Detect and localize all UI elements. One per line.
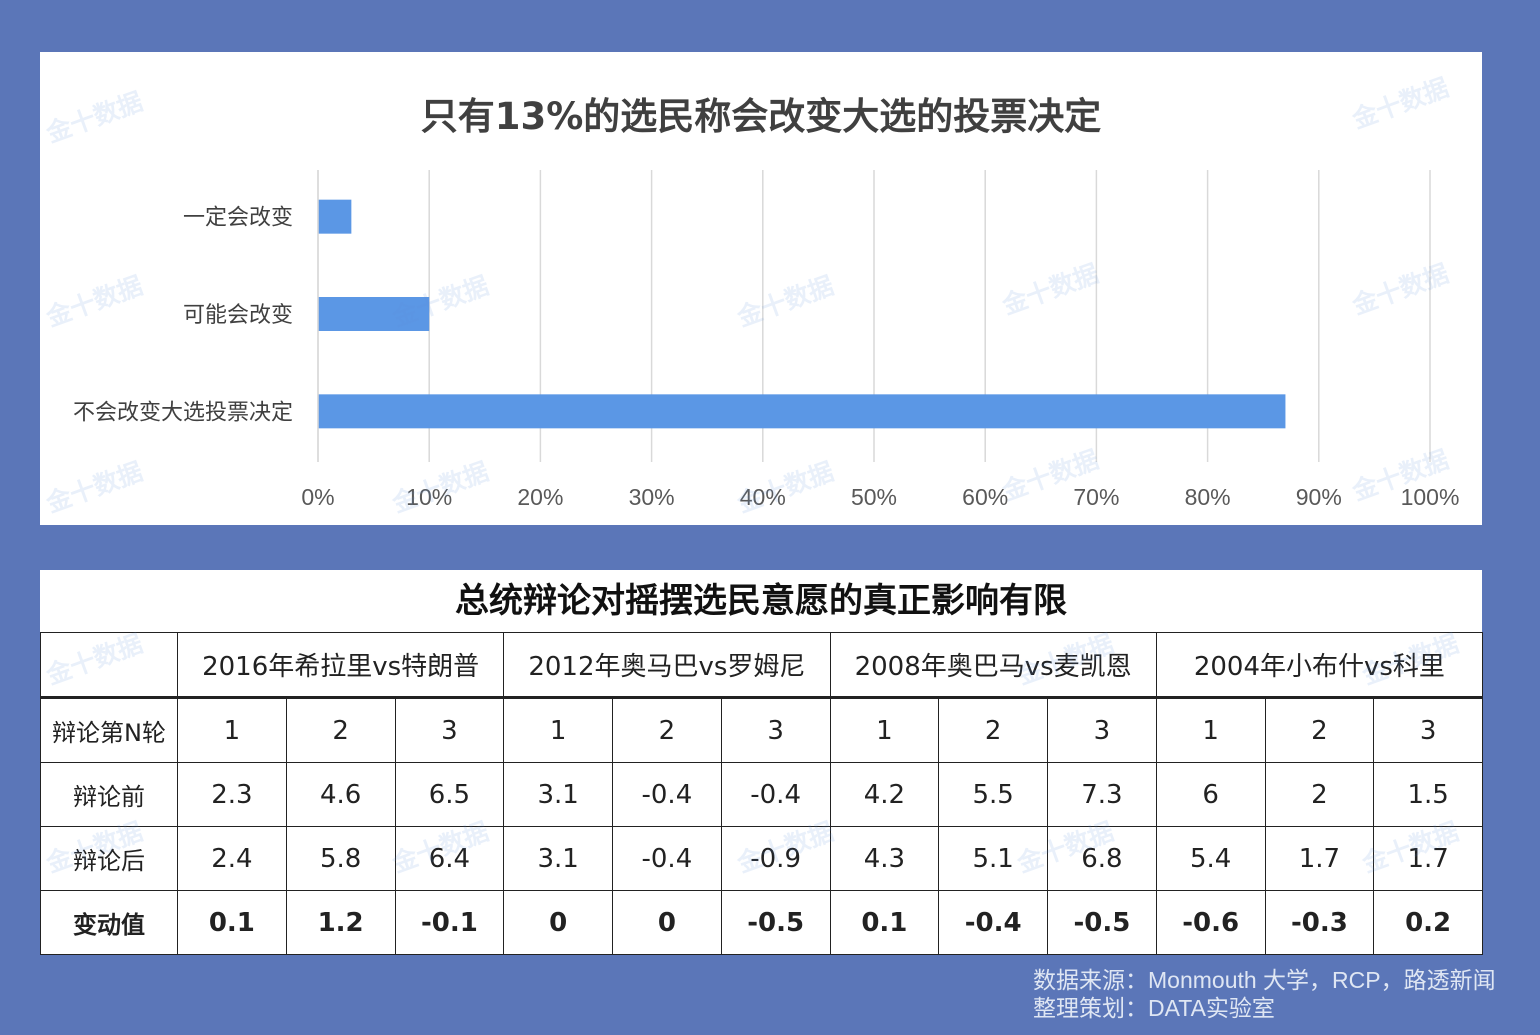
table-cell: -0.5	[1047, 890, 1157, 955]
category-label: 可能会改变	[183, 303, 293, 328]
x-tick-label: 0%	[301, 484, 334, 510]
table-cell: 2.3	[177, 762, 287, 827]
x-tick-label: 100%	[1401, 484, 1460, 510]
table-cell: -0.4	[938, 890, 1048, 955]
row-label: 辩论后	[40, 826, 178, 891]
table-cell: -0.6	[1155, 890, 1266, 955]
x-tick-label: 50%	[851, 484, 897, 510]
table-cell: -0.4	[720, 762, 831, 827]
table-cell: 2	[938, 697, 1048, 763]
table-cell: 5.5	[938, 762, 1048, 827]
table-cell: -0.5	[720, 890, 831, 955]
bar-chart: 0% 10% 20% 30% 40% 50% 60% 70% 80% 90% 100% 一定会改变可能…	[73, 170, 1460, 510]
table-cell: 6.8	[1047, 826, 1157, 891]
table-cell: 1.7	[1264, 826, 1375, 891]
table-cell: 5.1	[938, 826, 1048, 891]
group-header-2004: 2004年小布什vs科里	[1155, 632, 1484, 699]
table-cell: 1.2	[285, 890, 396, 955]
bar	[318, 394, 1286, 429]
table-row: 辩论前 2.3 4.6 6.5 3.1 -0.4 -0.4 4.2 5.5 7.3 6 2 1.5	[40, 762, 1484, 827]
chart-panel	[40, 52, 1482, 525]
x-tick-label: 60%	[962, 484, 1008, 510]
table-cell: 4.6	[285, 762, 396, 827]
table-cell: 3	[1373, 697, 1484, 763]
table-cell: 0.2	[1373, 890, 1484, 955]
table-cell: 6	[1155, 762, 1266, 827]
bar	[318, 297, 430, 331]
table-panel: 总统辩论对摇摆选民意愿的真正影响有限 2016年希拉里vs特朗普 2012年奥马…	[40, 570, 1484, 955]
table-cell: 1.5	[1373, 762, 1484, 827]
x-tick-label: 90%	[1296, 484, 1342, 510]
table-cell: 3	[1047, 697, 1157, 763]
x-tick-label: 80%	[1185, 484, 1231, 510]
bar	[318, 199, 352, 234]
category-label: 不会改变大选投票决定	[73, 400, 293, 425]
table-cell: 2	[1264, 762, 1375, 827]
table-cell: 4.3	[829, 826, 940, 891]
table-cell: 3.1	[503, 762, 613, 827]
table-cell: -0.9	[720, 826, 831, 891]
table-cell: 1.7	[1373, 826, 1484, 891]
table-cell: 7.3	[1047, 762, 1157, 827]
table-cell: -0.3	[1264, 890, 1375, 955]
row-label: 辩论前	[40, 762, 178, 827]
table-cell: 1	[829, 697, 940, 763]
table-cell: 1	[503, 697, 613, 763]
table-cell: 4.2	[829, 762, 940, 827]
x-tick-label: 30%	[629, 484, 675, 510]
x-tick-label: 20%	[517, 484, 563, 510]
table-cell: 0	[503, 890, 613, 955]
table-row: 辩论第N轮 1 2 3 1 2 3 1 2 3 1 2 3	[40, 697, 1484, 763]
table-cell: 5.4	[1155, 826, 1266, 891]
category-label: 一定会改变	[183, 206, 293, 231]
table-row: 变动值 0.1 1.2 -0.1 0 0 -0.5 0.1 -0.4 -0.5 -0.6 -0.3 0.…	[40, 890, 1484, 955]
table-header-row: 2016年希拉里vs特朗普 2012年奥马巴vs罗姆尼 2008年奥巴马vs麦凯…	[40, 632, 1484, 699]
group-header-2016: 2016年希拉里vs特朗普	[176, 632, 505, 699]
table-cell: 0.1	[829, 890, 940, 955]
table-cell: 3	[720, 697, 831, 763]
table-cell: -0.4	[612, 826, 722, 891]
table-cell: 0	[612, 890, 722, 955]
x-tick-label: 40%	[740, 484, 786, 510]
row-label: 变动值	[40, 890, 178, 955]
group-header-2012: 2012年奥马巴vs罗姆尼	[503, 632, 831, 699]
x-tick-label: 10%	[406, 484, 452, 510]
table-cell: -0.1	[394, 890, 505, 955]
table-row: 辩论后 2.4 5.8 6.4 3.1 -0.4 -0.9 4.3 5.1 6.8 5.4 1.7 1.…	[40, 826, 1484, 891]
group-header-2008: 2008年奥巴马vs麦凯恩	[829, 632, 1157, 699]
table-cell: 1	[1155, 697, 1266, 763]
table-cell: -0.4	[612, 762, 722, 827]
table-cell: 1	[177, 697, 287, 763]
table-cell: 2	[285, 697, 396, 763]
table-corner-cell	[40, 632, 178, 699]
table-cell: 0.1	[177, 890, 287, 955]
table-cell: 6.4	[394, 826, 505, 891]
table-cell: 3.1	[503, 826, 613, 891]
source-line-2: 整理策划：DATA实验室	[1033, 995, 1275, 1021]
source-note: 数据来源：Monmouth 大学，RCP，路透新闻 整理策划：DATA实验室	[1033, 966, 1496, 1022]
debate-table: 2016年希拉里vs特朗普 2012年奥马巴vs罗姆尼 2008年奥巴马vs麦凯…	[40, 632, 1484, 955]
table-cell: 6.5	[394, 762, 505, 827]
table-cell: 2	[612, 697, 722, 763]
table-cell: 2.4	[177, 826, 287, 891]
source-line-1: 数据来源：Monmouth 大学，RCP，路透新闻	[1033, 967, 1496, 993]
table-cell: 5.8	[285, 826, 396, 891]
chart-title: 只有13%的选民称会改变大选的投票决定	[420, 95, 1102, 138]
row-label: 辩论第N轮	[40, 697, 178, 763]
x-tick-label: 70%	[1073, 484, 1119, 510]
table-title: 总统辩论对摇摆选民意愿的真正影响有限	[455, 581, 1067, 621]
table-cell: 2	[1264, 697, 1375, 763]
table-cell: 3	[394, 697, 505, 763]
